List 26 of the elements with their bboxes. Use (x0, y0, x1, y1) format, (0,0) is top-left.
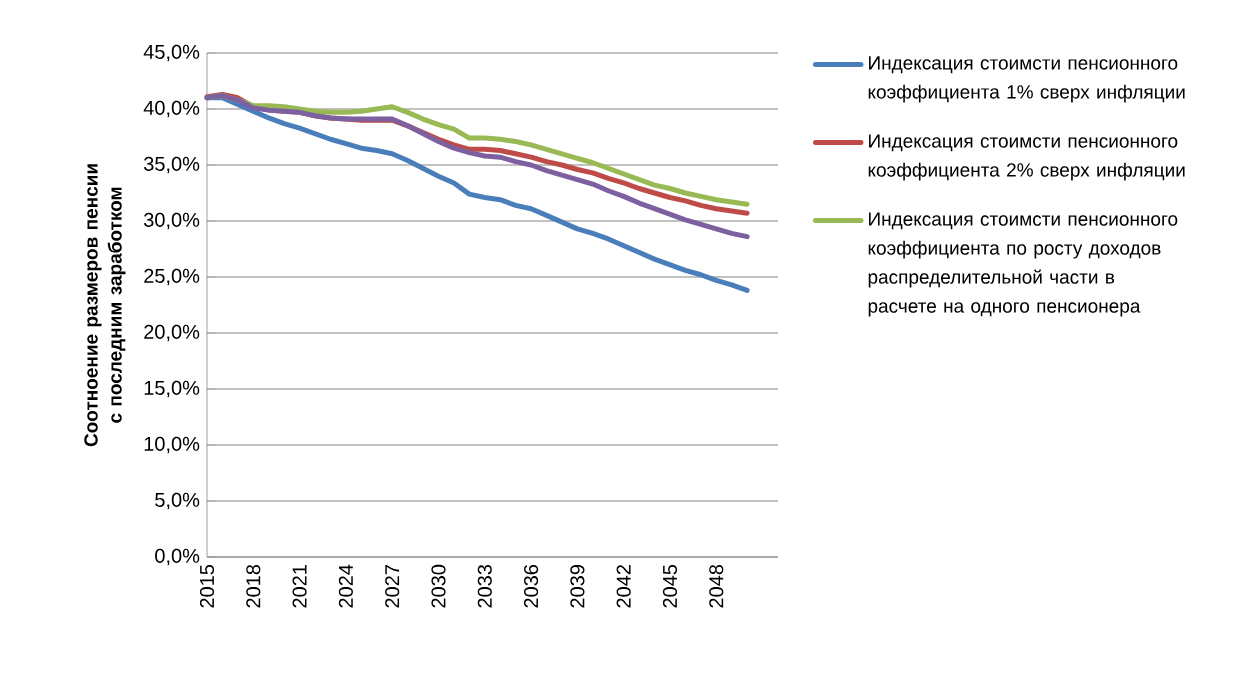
y-tick-label: 45,0% (143, 44, 200, 62)
x-tick-label: 2027 (385, 565, 400, 608)
y-tick-label: 30,0% (143, 212, 200, 230)
x-tick-label: 2033 (477, 564, 492, 608)
legend-label: Индексация стоимсти пенсионного коэффициента 2% сверх инфляции (868, 134, 1185, 181)
x-tick-label: 2024 (338, 564, 353, 608)
x-tick-label: 2036 (524, 564, 539, 608)
x-tick-label: 2039 (570, 565, 585, 608)
y-tick-label: 5,0% (155, 492, 200, 510)
y-tick-label: 0,0% (155, 548, 200, 566)
legend-label: Индексация стоимсти пенсионного коэффициента 1% сверх инфляции (868, 56, 1185, 103)
y-tick-label: 20,0% (144, 324, 200, 342)
legend-label: Индексация стоимсти пенсионного коэффициента по росту доходов распределительной части в расчете на одного пенсионера (868, 212, 1178, 317)
x-tick-label: 2018 (246, 564, 261, 608)
x-tick-label: 2045 (662, 564, 678, 608)
x-tick-label: 2042 (616, 565, 631, 608)
x-tick-label: 2015 (199, 564, 215, 608)
x-tick-label: 2030 (431, 564, 446, 608)
y-tick-label: 35,0% (143, 156, 200, 174)
y-tick-label: 15,0% (144, 380, 200, 398)
y-tick-label: 10,0% (144, 436, 200, 454)
y-tick-label: 25,0% (144, 268, 200, 286)
x-tick-label: 2021 (292, 565, 307, 608)
x-tick-label: 2048 (709, 564, 724, 608)
y-tick-label: 40,0% (143, 100, 200, 118)
y-axis-title: Соотноение размеров пенсии с последним заработком (84, 164, 126, 447)
